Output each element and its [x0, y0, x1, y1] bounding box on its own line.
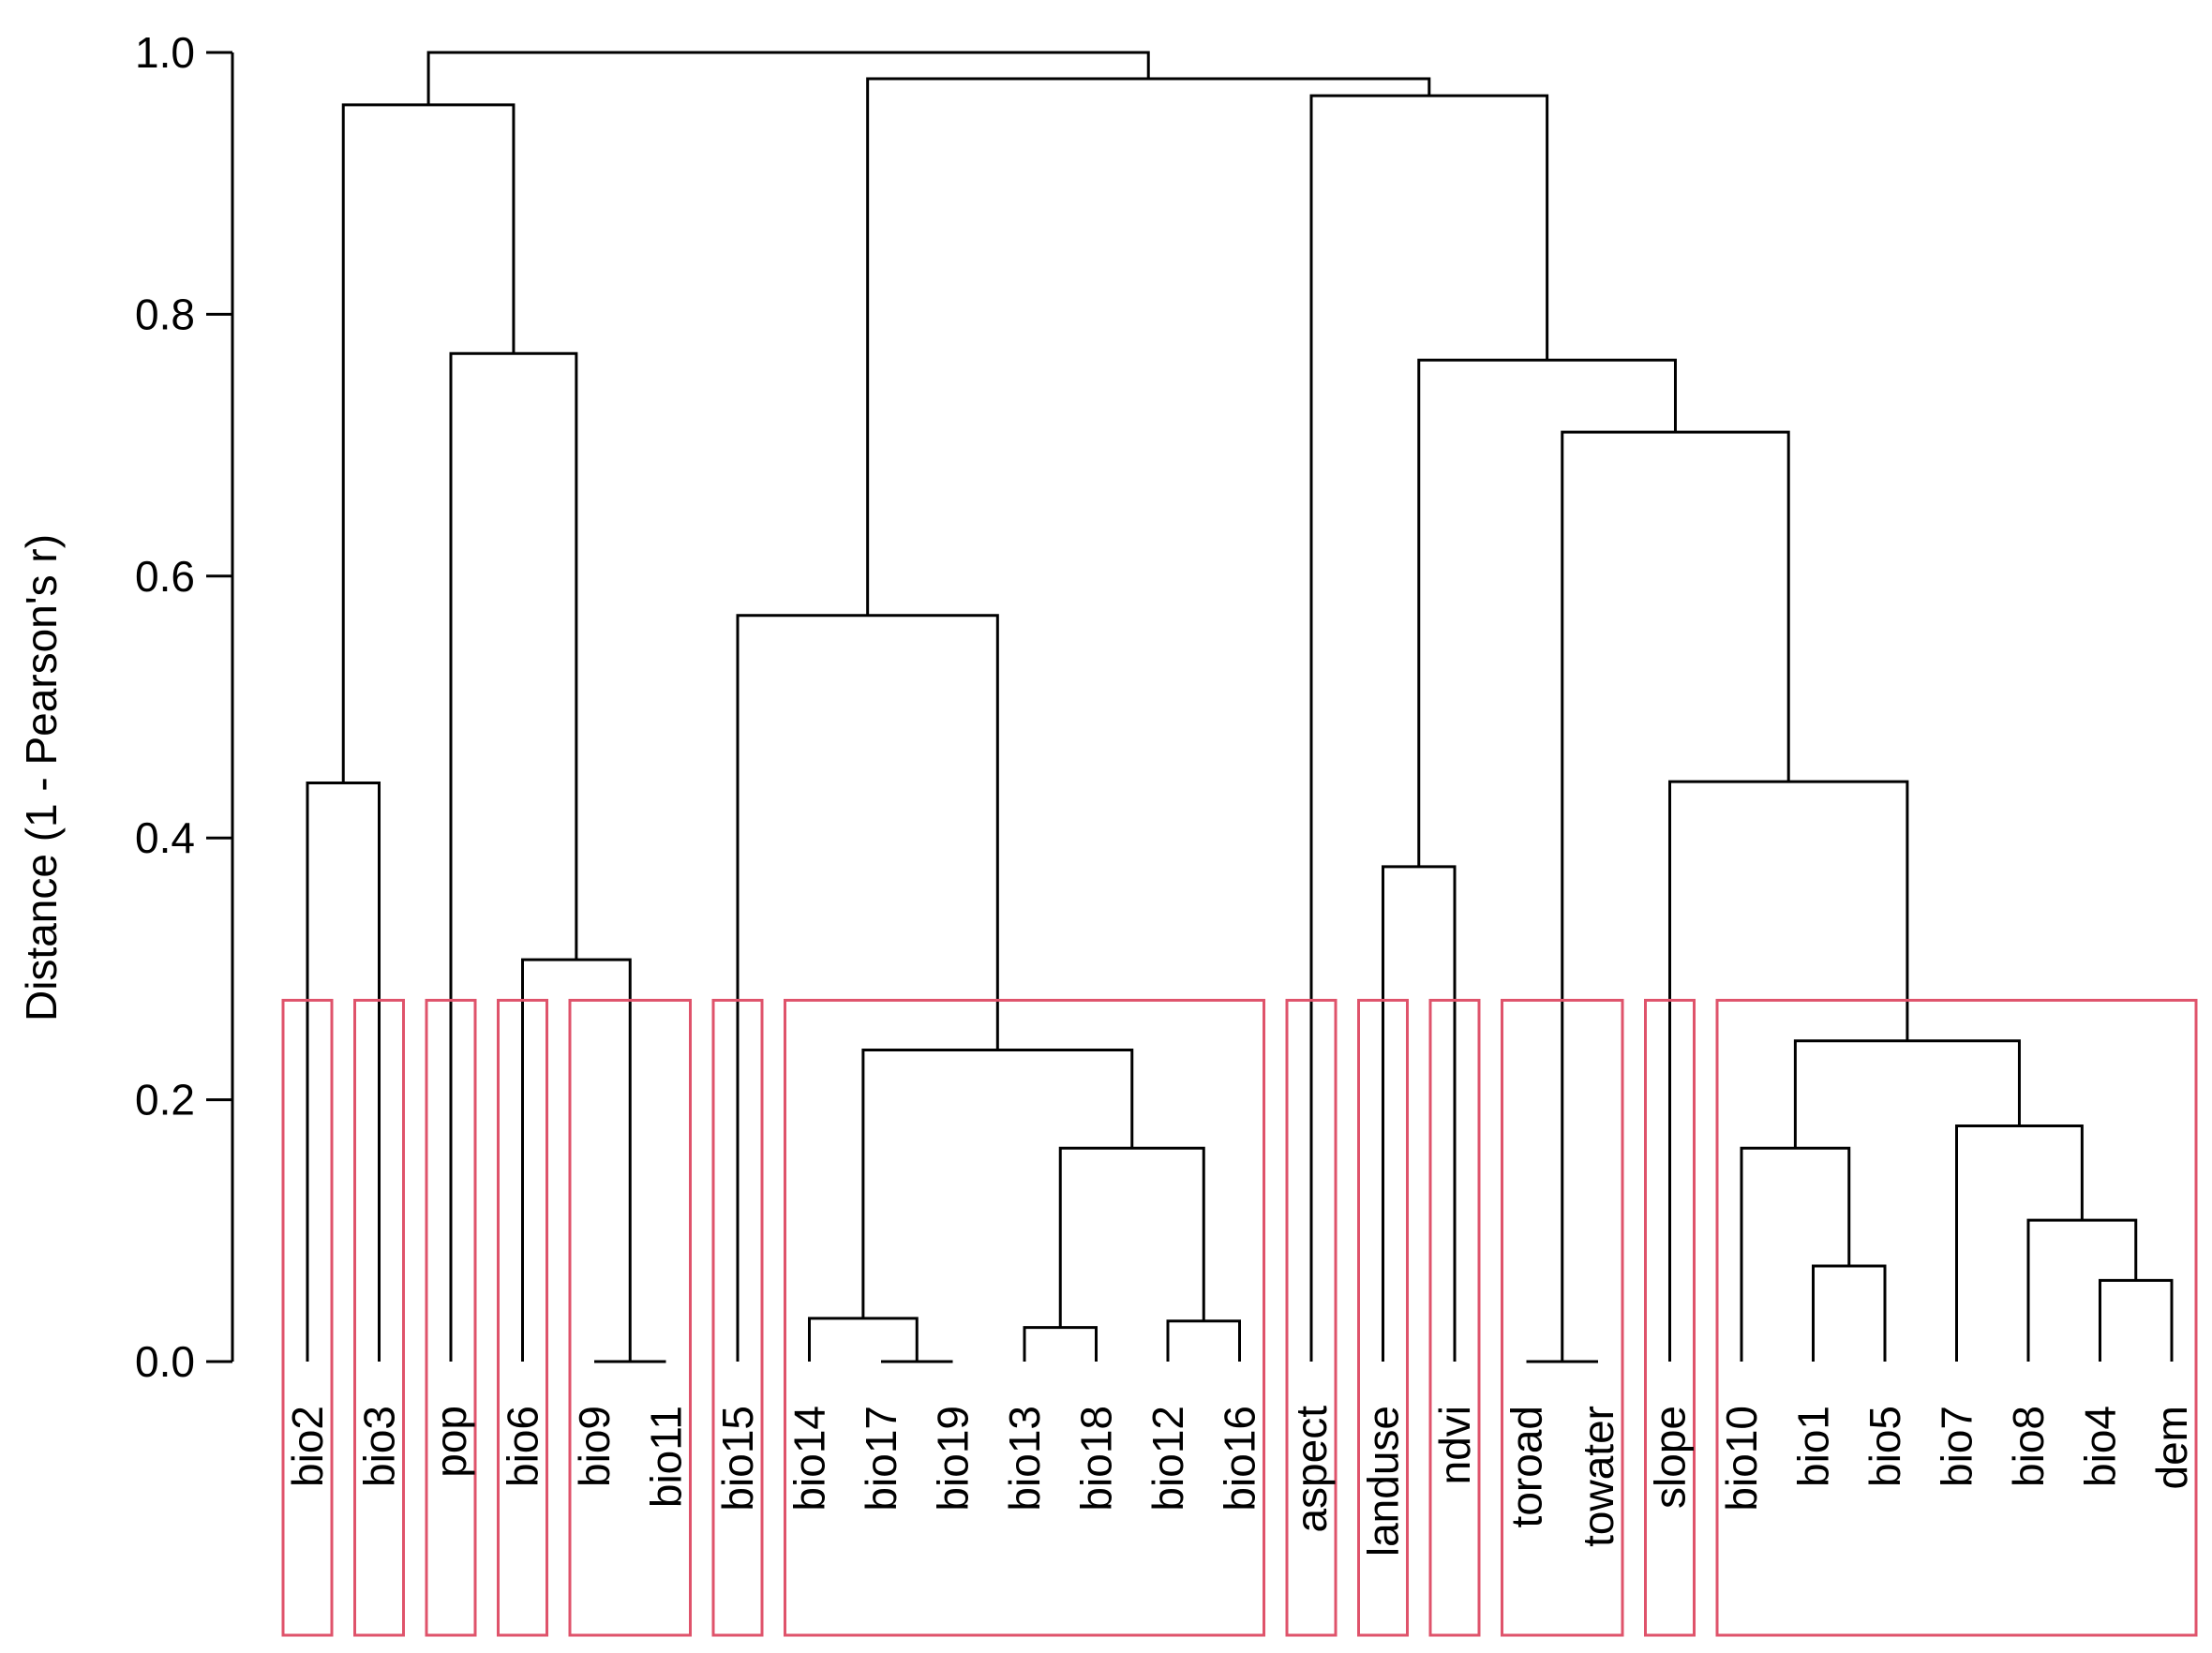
dendrogram-link: [861, 1049, 1134, 1318]
leaf-label: aspect: [1287, 1406, 1336, 1533]
cluster-box: [711, 998, 764, 1637]
y-tick-label: 0.8: [135, 290, 195, 338]
y-tick-label: 1.0: [135, 28, 195, 77]
dendrogram-link: [426, 51, 1150, 105]
cluster-box: [1644, 998, 1696, 1637]
leaf-label: bio14: [785, 1406, 834, 1512]
cluster-box: [425, 998, 477, 1637]
leaf-label: bio18: [1072, 1406, 1121, 1512]
dendrogram-link: [1561, 430, 1790, 1362]
cluster-box: [497, 998, 548, 1637]
dendrogram-link: [1955, 1124, 2084, 1362]
leaf-label: bio2: [283, 1406, 332, 1487]
leaf-label: dem: [2147, 1406, 2196, 1489]
leaf-label: bio13: [1000, 1406, 1049, 1512]
dendrogram-link: [1793, 1039, 2021, 1149]
cluster-box: [281, 998, 334, 1637]
leaf-label: pop: [426, 1406, 475, 1478]
y-tick-label: 0.0: [135, 1337, 195, 1386]
dendrogram-link: [521, 958, 632, 1362]
leaf-label: bio15: [713, 1406, 762, 1512]
leaf-label: slope: [1646, 1406, 1695, 1509]
leaf-label: bio6: [499, 1406, 547, 1487]
dendrogram-link: [2026, 1218, 2138, 1362]
leaf-label: bio11: [642, 1406, 691, 1508]
leaf-label: landuse: [1359, 1406, 1408, 1556]
leaf-labels: bio2 bio3 pop bio6 bio9 bio11 bio15 bio14 bio17 b…: [283, 1406, 2196, 1556]
y-tick-label: 0.6: [135, 552, 195, 601]
leaf-label: bio5: [1861, 1406, 1909, 1487]
cluster-box: [1501, 998, 1624, 1637]
dendrogram-link: [1417, 358, 1677, 867]
dendrogram-tree: [306, 51, 2174, 1363]
dendrogram-link: [1382, 865, 1457, 1362]
y-axis-title: Distance (1 - Pearson's r): [17, 534, 66, 1021]
cluster-box: [1428, 998, 1481, 1637]
cluster-box: [1285, 998, 1338, 1637]
cluster-box: [1715, 998, 2198, 1637]
leaf-label: toroad: [1502, 1406, 1551, 1527]
y-axis: 0.0 0.2 0.4 0.6 0.8 1.0: [135, 28, 234, 1386]
y-tick-label: 0.4: [135, 813, 195, 862]
dendrogram-link: [1740, 1146, 1851, 1362]
cluster-box: [1357, 998, 1409, 1637]
cluster-boxes: [281, 998, 2198, 1637]
dendrogram-link: [866, 77, 1431, 616]
leaf-label: bio1: [1789, 1406, 1838, 1487]
dendrogram-link: [736, 614, 999, 1362]
leaf-label: ndvi: [1430, 1406, 1479, 1484]
leaf-label: bio10: [1717, 1406, 1766, 1512]
dendrogram-link: [341, 103, 516, 783]
cluster-box: [353, 998, 405, 1637]
dendrogram-link: [1812, 1264, 1887, 1362]
dendrogram-link: [1023, 1326, 1098, 1362]
leaf-label: bio19: [929, 1406, 978, 1512]
leaf-label: towater: [1574, 1406, 1622, 1547]
dendrogram-link: [1166, 1319, 1241, 1362]
leaf-label: bio12: [1143, 1406, 1192, 1512]
leaf-label: bio8: [2004, 1406, 2053, 1487]
dendrogram-link: [306, 782, 381, 1362]
dendrogram-link: [1058, 1146, 1205, 1328]
leaf-label: bio7: [1933, 1406, 1981, 1487]
leaf-label: bio9: [570, 1406, 619, 1487]
dendrogram-link: [2099, 1278, 2174, 1362]
leaf-label: bio3: [355, 1406, 404, 1487]
dendrogram-link: [808, 1317, 919, 1362]
cluster-box: [568, 998, 692, 1637]
leaf-label: bio17: [857, 1406, 905, 1512]
dendrogram-link: [449, 351, 578, 1362]
leaf-label: bio4: [2076, 1406, 2125, 1487]
cluster-box: [784, 998, 1265, 1637]
y-tick-label: 0.2: [135, 1076, 195, 1124]
dendrogram-link: [1668, 780, 1909, 1362]
leaf-label: bio16: [1216, 1406, 1264, 1512]
